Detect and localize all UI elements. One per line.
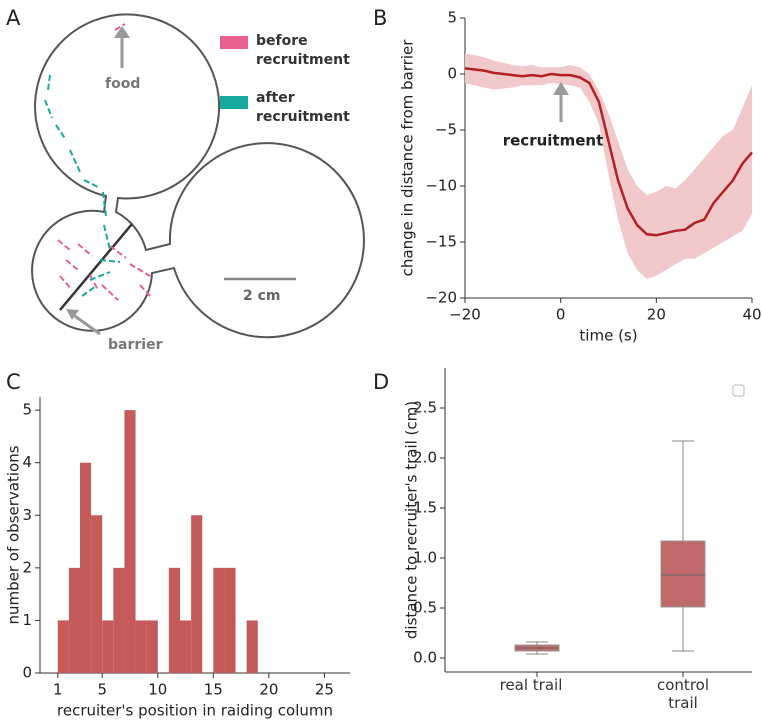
x-axis-label: time (s) [579, 327, 637, 345]
x-tick-label: 20 [647, 306, 666, 324]
panel-letter: D [373, 370, 390, 394]
barrier-line [59, 223, 133, 311]
bar [146, 620, 158, 673]
y-tick-label: 5 [22, 401, 32, 419]
confidence-band [465, 53, 752, 279]
x-tick-label: 25 [315, 681, 334, 699]
x-tick-label: 0 [556, 306, 566, 324]
bar [91, 515, 103, 673]
arrowhead [114, 26, 130, 38]
y-tick-label: 1.5 [413, 499, 437, 517]
y-tick-label: 0.0 [413, 649, 437, 667]
bar [213, 567, 225, 673]
annotation: 2 cm [243, 288, 281, 304]
y-tick-label: 0.5 [413, 599, 437, 617]
x-tick-label: 1 [53, 681, 63, 699]
x-tick-label: 20 [259, 681, 278, 699]
arrowhead [66, 309, 79, 320]
y-tick-label: 0 [447, 65, 457, 83]
y-tick-label: 1.0 [413, 549, 437, 567]
y-tick-label: 4 [22, 453, 32, 471]
y-tick-label: 0 [22, 664, 32, 682]
bar [191, 515, 203, 673]
legend-label: before recruitment [256, 33, 350, 68]
bar [180, 620, 192, 673]
y-tick-label: 2.0 [413, 449, 437, 467]
bar [224, 567, 236, 673]
y-axis-label: distance to recruiter's trail (cm) [403, 401, 421, 639]
bar [124, 410, 136, 673]
y-tick-label: 3 [22, 506, 32, 524]
bar [80, 462, 92, 673]
trail-before [57, 23, 153, 301]
x-tick-label: 15 [204, 681, 223, 699]
y-tick-label: 1 [22, 611, 32, 629]
panel-letter: B [373, 6, 388, 30]
y-tick-label: 2 [22, 558, 32, 576]
arena-outline [31, 13, 365, 339]
x-tick-label: 5 [97, 681, 107, 699]
x-tick-label: −20 [449, 306, 481, 324]
panel-letter: C [6, 370, 21, 394]
trail [44, 74, 121, 297]
bar [168, 567, 180, 673]
annotation: barrier [108, 337, 163, 353]
line [464, 67, 753, 237]
x-tick-label: 40 [742, 306, 761, 324]
panel-letter: A [6, 6, 21, 30]
x-tick-label: real trail [499, 676, 563, 694]
barrier-arrow [71, 312, 101, 336]
trail-after [44, 74, 121, 297]
y-axis-label: change in distance from barrier [399, 39, 417, 277]
legend-label: after recruitment [256, 90, 350, 125]
legend-swatch [220, 36, 248, 49]
legend-swatch [220, 96, 248, 109]
x-tick-label: 10 [148, 681, 167, 699]
y-axis-label: number of observations [5, 445, 23, 624]
x-axis-label: recruiter's position in raiding column [57, 702, 333, 720]
annotation: food [105, 76, 141, 92]
bar [135, 620, 147, 673]
arena-diagram [31, 13, 365, 339]
trail [114, 23, 126, 31]
box [660, 540, 706, 608]
y-tick-label: 5 [447, 9, 457, 27]
bar [57, 620, 69, 673]
bar [102, 620, 114, 673]
y-tick-label: 2.5 [413, 399, 437, 417]
bar [246, 620, 258, 673]
bar [68, 567, 80, 673]
y-tick-label: −20 [425, 289, 457, 307]
y-tick-label: −5 [435, 121, 457, 139]
x-tick-label: control trail [657, 676, 709, 712]
y-tick-label: −10 [425, 177, 457, 195]
annotation: recruitment [503, 132, 604, 150]
bar [113, 567, 125, 673]
legend-box [732, 384, 745, 397]
empty-legend [732, 384, 745, 397]
arrowhead [553, 82, 569, 95]
trail [57, 239, 153, 301]
y-tick-label: −15 [425, 233, 457, 251]
